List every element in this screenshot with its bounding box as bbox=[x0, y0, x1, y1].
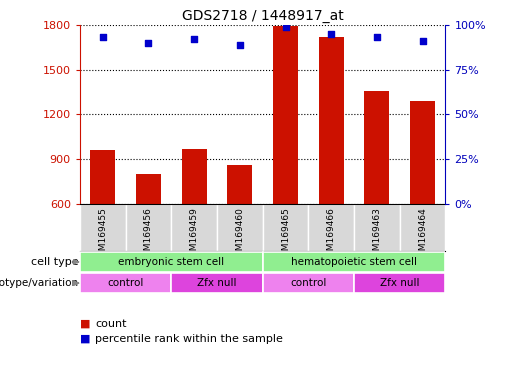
Text: GSM169466: GSM169466 bbox=[327, 208, 336, 262]
Bar bbox=[171, 273, 263, 293]
Text: ■: ■ bbox=[80, 319, 90, 329]
Point bbox=[373, 35, 381, 41]
Text: control: control bbox=[290, 278, 327, 288]
Bar bbox=[181, 149, 207, 204]
Bar bbox=[217, 204, 263, 251]
Bar bbox=[263, 204, 308, 251]
Text: genotype/variation: genotype/variation bbox=[0, 278, 79, 288]
Bar bbox=[171, 204, 217, 251]
Point bbox=[144, 40, 152, 46]
Bar bbox=[354, 204, 400, 251]
Bar bbox=[263, 252, 445, 272]
Title: GDS2718 / 1448917_at: GDS2718 / 1448917_at bbox=[182, 8, 344, 23]
Text: GSM169463: GSM169463 bbox=[372, 208, 382, 262]
Text: count: count bbox=[95, 319, 127, 329]
Point bbox=[281, 24, 289, 30]
Text: percentile rank within the sample: percentile rank within the sample bbox=[95, 334, 283, 344]
Bar bbox=[354, 273, 445, 293]
Bar bbox=[273, 26, 298, 204]
Bar bbox=[364, 91, 389, 204]
Bar bbox=[227, 165, 252, 204]
Point bbox=[327, 31, 335, 37]
Text: GSM169455: GSM169455 bbox=[98, 208, 107, 262]
Point bbox=[419, 38, 427, 44]
Bar bbox=[400, 204, 445, 251]
Point bbox=[98, 35, 107, 41]
Text: Zfx null: Zfx null bbox=[380, 278, 420, 288]
Bar bbox=[90, 150, 115, 204]
Text: Zfx null: Zfx null bbox=[197, 278, 237, 288]
Bar bbox=[126, 204, 171, 251]
Text: GSM169465: GSM169465 bbox=[281, 208, 290, 262]
Point bbox=[236, 41, 244, 48]
Text: cell type: cell type bbox=[31, 257, 79, 267]
Point bbox=[190, 36, 198, 42]
Text: hematopoietic stem cell: hematopoietic stem cell bbox=[291, 257, 417, 267]
Bar bbox=[136, 174, 161, 204]
Bar bbox=[263, 273, 354, 293]
Text: GSM169464: GSM169464 bbox=[418, 208, 427, 262]
Bar bbox=[80, 252, 263, 272]
Text: ■: ■ bbox=[80, 334, 90, 344]
Text: GSM169460: GSM169460 bbox=[235, 208, 244, 262]
Bar bbox=[410, 101, 435, 204]
Bar bbox=[80, 273, 171, 293]
Bar bbox=[319, 37, 344, 204]
Text: embryonic stem cell: embryonic stem cell bbox=[118, 257, 225, 267]
Text: GSM169456: GSM169456 bbox=[144, 208, 153, 262]
Bar bbox=[80, 204, 126, 251]
Bar bbox=[308, 204, 354, 251]
Text: GSM169459: GSM169459 bbox=[190, 208, 199, 262]
Text: control: control bbox=[107, 278, 144, 288]
